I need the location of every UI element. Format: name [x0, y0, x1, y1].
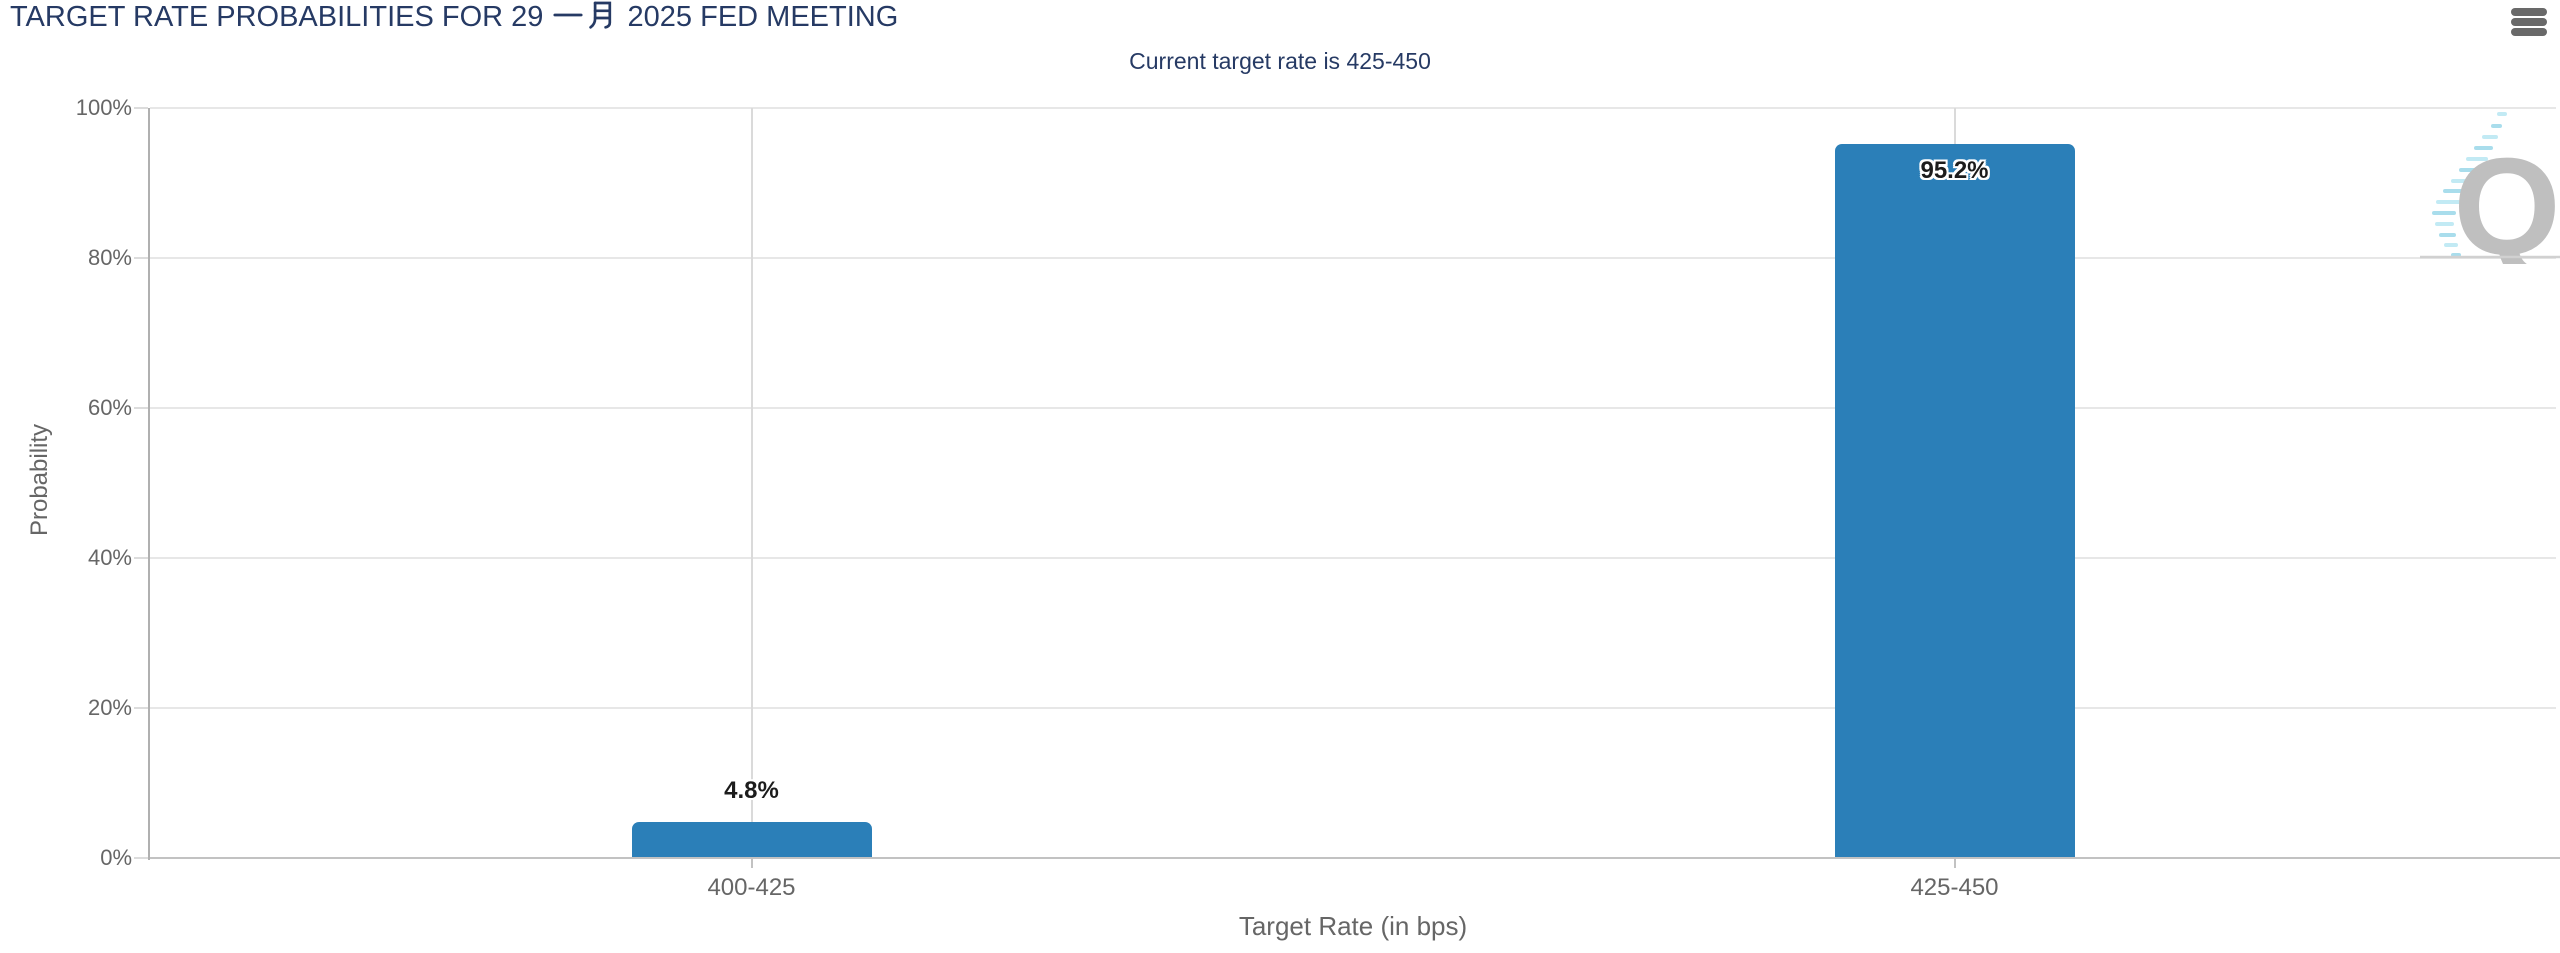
- gridline-vertical: [750, 108, 753, 858]
- chart-context-menu-button[interactable]: [2510, 8, 2548, 38]
- cjk-yue-glyph: [589, 1, 612, 29]
- gridline-horizontal: [150, 257, 2556, 259]
- chart-subtitle: Current target rate is 425-450: [1129, 48, 1431, 74]
- chart-title-suffix: 2025 FED MEETING: [627, 1, 899, 33]
- gridline-horizontal: [150, 557, 2556, 559]
- hamburger-icon: [2511, 8, 2547, 16]
- bar-value-label: 95.2%: [1920, 157, 1989, 184]
- y-axis-tick-label: 80%: [87, 245, 132, 270]
- y-axis-tick: [134, 557, 148, 559]
- gridline-horizontal: [150, 107, 2556, 109]
- cjk-yi-glyph: [553, 13, 584, 17]
- y-axis-tick: [134, 107, 148, 109]
- x-axis-category-label: 400-425: [707, 874, 796, 901]
- quikstrike-watermark-logo: Q: [2420, 112, 2560, 264]
- bar-400-425[interactable]: [631, 822, 872, 858]
- y-axis-line: [148, 108, 150, 860]
- x-axis-line: [150, 857, 2560, 859]
- y-axis-tick-label: 40%: [87, 545, 132, 570]
- watermark-q-letter: Q: [2453, 130, 2560, 264]
- x-axis-title: Target Rate (in bps): [1238, 911, 1468, 941]
- bar-value-label: 4.8%: [724, 777, 779, 804]
- gridline-horizontal: [150, 707, 2556, 709]
- x-axis-category-label: 425-450: [1910, 874, 1999, 901]
- y-axis-title: Probability: [26, 423, 53, 537]
- y-axis-tick-label: 100%: [75, 95, 132, 120]
- x-axis-tick: [750, 859, 753, 868]
- chart-title: TARGET RATE PROBABILITIES FOR 29 2025 FE…: [10, 0, 898, 34]
- y-axis-tick-label: 20%: [87, 695, 132, 720]
- gridline-horizontal: [150, 407, 2556, 409]
- y-axis-tick: [134, 707, 148, 709]
- y-axis-tick: [134, 857, 148, 859]
- chart-title-prefix: TARGET RATE PROBABILITIES FOR 29: [10, 1, 544, 33]
- y-axis-tick-label: 60%: [87, 395, 132, 420]
- y-axis-tick: [134, 407, 148, 409]
- y-axis-tick-label: 0%: [100, 845, 132, 870]
- bar-425-450[interactable]: [1834, 144, 2075, 858]
- y-axis-tick: [134, 257, 148, 259]
- x-axis-tick: [1953, 859, 1956, 868]
